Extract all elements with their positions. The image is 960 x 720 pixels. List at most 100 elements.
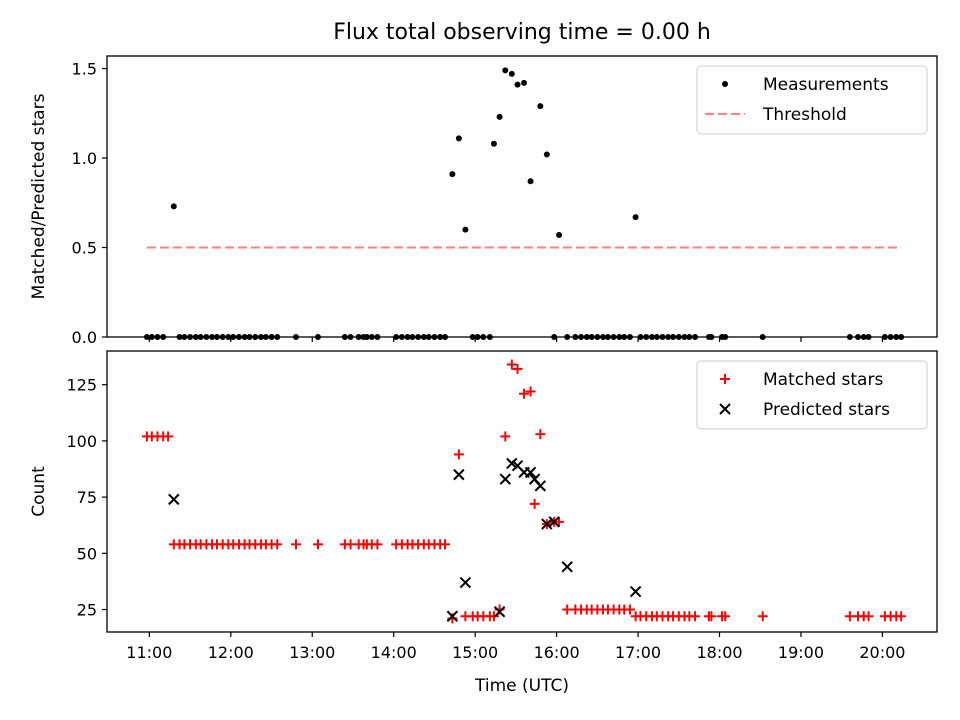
measurement-point (425, 334, 432, 340)
matched-star-point (372, 539, 383, 550)
measurement-point (235, 334, 242, 340)
measurement-point (355, 334, 362, 340)
measurement-point (659, 334, 666, 340)
predicted-star-point (541, 518, 553, 530)
x-stroke-b (629, 585, 642, 598)
legend-label: Matched stars (763, 370, 883, 390)
matched-star-point (624, 604, 635, 615)
measurement-point (490, 140, 497, 147)
x-stroke-b (493, 606, 506, 618)
measurement-point (219, 334, 226, 340)
measurement-point (496, 113, 503, 120)
measurement-point (368, 334, 375, 340)
measurement-point (181, 334, 188, 340)
measurement-point (670, 334, 677, 340)
measurement-point (268, 334, 275, 340)
matched-star-point (720, 611, 731, 622)
measurement-point (708, 334, 715, 340)
x-stroke-b (168, 493, 180, 506)
measurement-point (252, 334, 259, 340)
matched-star-point (554, 516, 565, 527)
x-stroke-b (561, 561, 573, 573)
x-tick-label: 16:00 (534, 643, 580, 662)
measurement-point (502, 67, 509, 74)
measurement-point (860, 334, 867, 340)
matched-star-point (535, 429, 546, 440)
measurement-point (865, 334, 872, 340)
measurement-point (404, 334, 411, 340)
predicted-star-point (168, 493, 180, 506)
y-axis-label: Count (29, 466, 49, 517)
measurement-point (225, 334, 232, 340)
measurement-point (681, 334, 688, 340)
measurement-point (881, 334, 888, 340)
measurement-point (462, 226, 469, 233)
x-stroke-b (459, 576, 472, 589)
y-tick-label: 0.5 (72, 239, 97, 258)
measurement-point (486, 334, 493, 340)
measurement-point (898, 334, 905, 340)
y-tick-label: 100 (66, 432, 97, 451)
legend-dot-marker (722, 81, 728, 87)
measurement-point (409, 334, 416, 340)
measurement-point (398, 334, 405, 340)
matched-star-point (163, 431, 174, 442)
measurement-point (722, 334, 729, 340)
y-tick-label: 1.5 (72, 60, 97, 79)
measurement-point (564, 334, 571, 340)
x-stroke-b (541, 518, 553, 530)
matched-star-point (706, 611, 717, 622)
measurement-point (686, 334, 693, 340)
matched-star-point (506, 359, 517, 370)
measurement-point (314, 334, 321, 340)
predicted-star-point (493, 606, 506, 618)
y-tick-label: 75 (77, 488, 97, 507)
matched-star-point (500, 431, 511, 442)
x-stroke-b (528, 473, 541, 485)
axes-frame (106, 55, 938, 338)
measurement-point (347, 334, 354, 340)
x-stroke-b (534, 480, 547, 492)
measurement-point (759, 334, 766, 340)
measurement-point (588, 334, 595, 340)
matched-star-point (863, 611, 874, 622)
measurement-point (437, 334, 444, 340)
measurement-point (543, 151, 550, 158)
measurement-point (572, 334, 579, 340)
matched-star-point (453, 449, 464, 460)
measurement-point (637, 334, 644, 340)
matched-star-point (519, 388, 530, 399)
top-panel-ratio-plot: 0.0 0.5 1.0 1.5 Matched/Predicted stars Measu… (29, 55, 938, 347)
x-stroke-b (548, 516, 560, 528)
x-tick-label: 13:00 (289, 643, 335, 662)
measurement-point (583, 334, 590, 340)
figure-title: Flux total observing time = 0.00 h (333, 20, 711, 45)
legend-label: Threshold (762, 105, 847, 125)
measurement-point (187, 334, 194, 340)
measurement-point (393, 334, 400, 340)
measurement-point (374, 334, 381, 340)
x-stroke-b (511, 459, 524, 472)
bottom-panel-count-plot: 25 50 75 100 125 11:00 12:00 13:00 14:00 15:00 16:… (29, 350, 938, 696)
axes-frame (106, 350, 938, 633)
measurement-point (262, 334, 269, 340)
matched-star-point (312, 539, 323, 550)
x-stroke-b (446, 610, 459, 622)
measurement-point (616, 334, 623, 340)
matched-star-point (757, 611, 768, 622)
plot-area (143, 67, 905, 340)
legend-box (696, 360, 928, 430)
predicted-star-point (561, 561, 573, 573)
measurement-point (675, 334, 682, 340)
x-stroke-b (506, 457, 518, 470)
measurement-point (887, 334, 894, 340)
predicted-star-point (548, 516, 560, 528)
measurement-point (527, 178, 534, 185)
measurement-point (160, 334, 167, 340)
matched-star-point (529, 498, 540, 509)
measurement-point (621, 334, 628, 340)
legend-plus-marker (720, 374, 730, 384)
matched-star-point (440, 539, 451, 550)
measurement-point (474, 334, 481, 340)
